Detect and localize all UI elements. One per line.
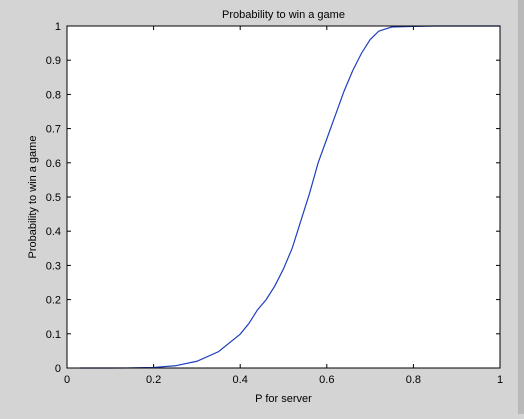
x-tick-label: 0.2 [146,374,161,386]
y-tick-label: 0.2 [46,295,61,307]
x-tick-label: 0.8 [406,374,421,386]
plot-area [67,26,500,368]
y-tick-label: 1 [55,21,61,33]
y-tick-label: 0.6 [46,158,61,170]
y-tick-label: 0.7 [46,124,61,136]
y-tick-label: 0.8 [46,89,61,101]
x-tick-label: 0 [64,374,70,386]
x-tick-label: 0.6 [319,374,334,386]
y-axis-label: Probability to win a game [27,136,39,259]
window-edge [518,0,524,414]
y-tick-label: 0.1 [46,329,61,341]
x-axis-label: P for server [255,393,312,405]
y-tick-label: 0.3 [46,260,61,272]
y-tick-label: 0.4 [46,226,61,238]
x-tick-group: 0 0.2 0.4 0.6 0.8 1 [64,26,503,386]
y-tick-label: 0.9 [46,55,61,67]
y-tick-group: 0 0.1 0.2 0.3 0.4 0.5 0.6 0.7 0.8 0.9 1 [46,21,500,375]
y-tick-label: 0 [55,363,61,375]
chart-title: Probability to win a game [222,9,345,21]
x-tick-label: 0.4 [233,374,248,386]
series-line [79,25,500,369]
plot-frame [66,25,501,369]
x-tick-label: 1 [497,374,503,386]
y-tick-label: 0.5 [46,192,61,204]
